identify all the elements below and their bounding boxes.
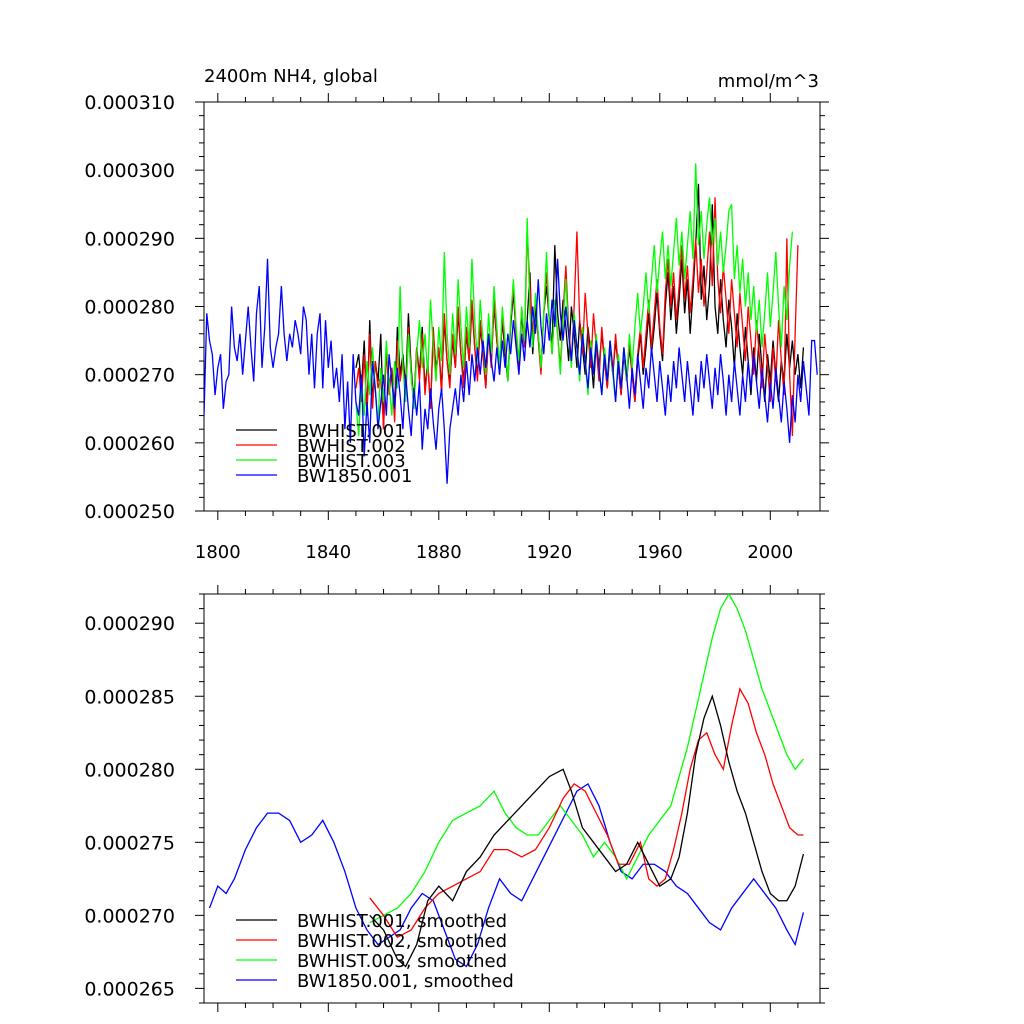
y-tick-label: 0.000290 [84, 613, 175, 635]
y-tick-label: 0.000280 [84, 297, 175, 319]
legend-label: BWHIST.002, smoothed [297, 931, 507, 952]
x-tick-label: 1840 [305, 542, 351, 563]
units-label: mmol/m^3 [718, 71, 819, 92]
x-tick-label: 1880 [416, 542, 462, 563]
legend-label: BW1850.001 [297, 466, 412, 487]
y-tick-label: 0.000280 [84, 759, 175, 781]
bottom-panel: 0.000265 0.000270 0.000275 0.000280 0.000285… [84, 585, 829, 1012]
y-tick-label: 0.000270 [84, 905, 175, 927]
legend-label: BWHIST.001, smoothed [297, 911, 507, 932]
y-tick-label: 0.000250 [84, 501, 175, 523]
legend-label: BWHIST.003, smoothed [297, 951, 507, 972]
series-line [369, 694, 805, 968]
series-line [369, 687, 804, 939]
x-tick-label: 1960 [637, 542, 683, 563]
series-line [208, 782, 805, 968]
y-tick-label: 0.000290 [84, 228, 175, 250]
legend-label: BWHIST.002 [297, 436, 406, 457]
legend-label: BWHIST.001 [297, 421, 406, 442]
legend-label: BWHIST.003 [297, 451, 406, 472]
x-tick-label: 2000 [747, 542, 793, 563]
top-panel: 2400m NH4, global mmol/m^3 1800 1840 1880 1… [84, 66, 829, 563]
y-tick-label: 0.000260 [84, 433, 175, 455]
y-tick-label: 0.000265 [84, 978, 175, 1000]
legend-label: BW1850.001, smoothed [297, 971, 514, 992]
y-tick-label: 0.000275 [84, 832, 175, 854]
y-tick-label: 0.000310 [84, 92, 175, 114]
series-line [369, 594, 804, 924]
x-tick-label: 1800 [195, 542, 241, 563]
series-line [204, 258, 818, 484]
y-tick-label: 0.000300 [84, 160, 175, 182]
y-tick-label: 0.000285 [84, 686, 175, 708]
chart-title: 2400m NH4, global [204, 66, 378, 87]
series-line [355, 163, 794, 437]
x-tick-label: 1920 [526, 542, 572, 563]
y-tick-label: 0.000270 [84, 365, 175, 387]
